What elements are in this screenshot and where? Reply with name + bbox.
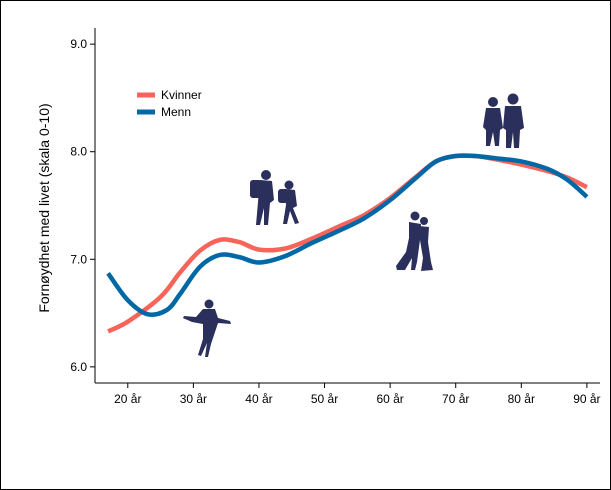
legend: Kvinner Menn: [137, 88, 202, 119]
legend-label: Menn: [161, 105, 191, 119]
silhouette-icons: [183, 93, 524, 357]
x-tick-label: 50 år: [311, 392, 338, 406]
skater-icon: [183, 299, 231, 357]
x-tick-label: 40 år: [245, 392, 272, 406]
y-tick-label: 7.0: [70, 252, 87, 266]
y-axis-title: Fornøydhet med livet (skala 0-10): [36, 103, 52, 312]
axis-ticks: 20 år 30 år 40 år 50 år 60 år 70 år 80 år 90 år…: [70, 37, 600, 406]
y-tick-label: 8.0: [70, 145, 87, 159]
y-tick-label: 6.0: [70, 360, 87, 374]
hikers-icon: [250, 170, 299, 225]
series-line-menn: [106, 153, 589, 317]
legend-label: Kvinner: [161, 88, 202, 102]
x-tick-label: 70 år: [442, 392, 469, 406]
elderly-couple-icon: [483, 93, 524, 148]
dancing-couple-icon: [396, 211, 433, 271]
x-tick-label: 80 år: [508, 392, 535, 406]
series-lines: [106, 153, 589, 334]
axes: [94, 28, 600, 384]
y-tick-label: 9.0: [70, 37, 87, 51]
x-tick-label: 20 år: [114, 392, 141, 406]
x-tick-label: 30 år: [180, 392, 207, 406]
series-line-kvinner: [107, 153, 588, 334]
x-tick-label: 60 år: [376, 392, 403, 406]
x-tick-label: 90 år: [573, 392, 600, 406]
